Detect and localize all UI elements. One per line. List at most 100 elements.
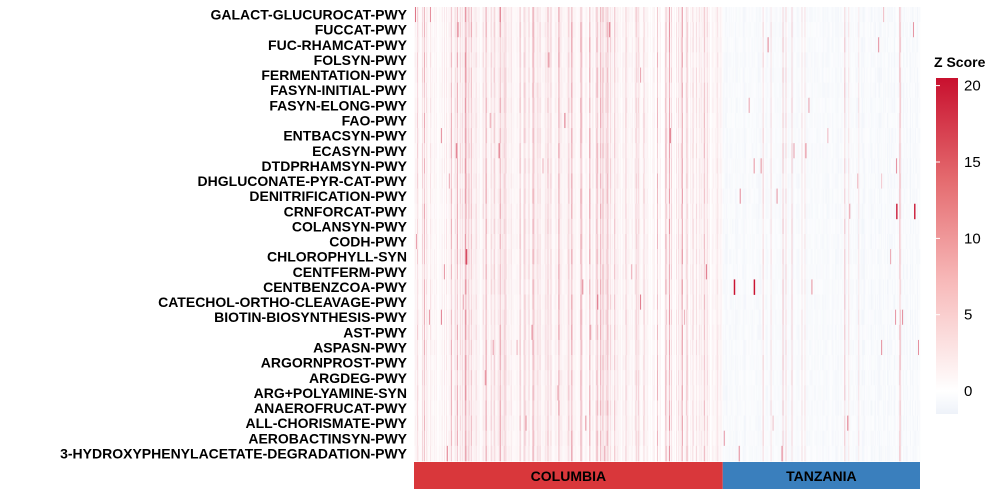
heatmap-cell	[881, 7, 883, 23]
heatmap-cell	[636, 7, 638, 23]
heatmap-cell	[423, 97, 426, 114]
heatmap-cell	[822, 7, 824, 23]
heatmap-cell	[573, 97, 575, 114]
heatmap-cell	[858, 22, 860, 38]
heatmap-cell	[753, 52, 756, 68]
heatmap-cell	[537, 52, 539, 68]
heatmap-cell	[544, 22, 546, 38]
heatmap-cell	[804, 128, 806, 144]
heatmap-cell	[832, 52, 834, 68]
heatmap-cell	[459, 128, 462, 144]
heatmap-cell	[743, 128, 746, 144]
heatmap-cell	[744, 22, 747, 38]
heatmap-cell	[735, 37, 738, 53]
heatmap-cell	[533, 128, 535, 144]
heatmap-cell	[918, 82, 920, 99]
heatmap-cell	[556, 37, 558, 53]
heatmap-cell	[655, 67, 657, 84]
heatmap-cell	[652, 143, 654, 159]
heatmap-cell	[852, 37, 854, 53]
heatmap-cell	[488, 82, 491, 99]
heatmap-cell	[452, 22, 455, 38]
heatmap-cell	[590, 128, 592, 144]
heatmap-cell	[423, 52, 426, 68]
heatmap-cell	[619, 143, 621, 159]
heatmap-cell	[509, 112, 511, 129]
heatmap-cell	[653, 97, 655, 114]
heatmap-cell	[624, 143, 626, 159]
heatmap-cell	[789, 7, 791, 23]
heatmap-cell	[454, 7, 457, 23]
heatmap-cell	[673, 7, 676, 23]
heatmap-cell	[661, 52, 663, 68]
heatmap-cell	[580, 112, 582, 129]
heatmap-cell	[683, 143, 686, 159]
heatmap-cell	[828, 52, 830, 68]
heatmap-cell	[453, 37, 456, 53]
heatmap-cell	[712, 37, 715, 53]
heatmap-cell	[731, 128, 734, 144]
heatmap-cell	[508, 7, 510, 23]
heatmap-cell	[734, 22, 737, 38]
heatmap-cell	[618, 97, 620, 114]
heatmap-cell	[725, 128, 728, 144]
heatmap-cell	[707, 37, 710, 53]
heatmap-cell	[466, 22, 469, 38]
heatmap-cell	[825, 7, 827, 23]
heatmap-cell	[751, 7, 754, 23]
heatmap-cell	[609, 22, 611, 38]
heatmap-cell	[831, 112, 833, 129]
heatmap-cell	[759, 7, 761, 23]
heatmap-cell	[909, 128, 911, 144]
heatmap-cell	[620, 52, 622, 68]
heatmap-cell	[814, 97, 816, 114]
heatmap-cell	[775, 82, 777, 99]
heatmap-cell	[877, 97, 879, 114]
heatmap-cell	[711, 22, 714, 38]
heatmap-cell	[914, 52, 916, 68]
heatmap-cell	[754, 112, 756, 129]
heatmap-cell	[912, 128, 914, 144]
heatmap-cell	[692, 67, 695, 84]
heatmap-cell	[600, 82, 602, 99]
heatmap-cell	[884, 37, 886, 53]
heatmap-cell	[870, 128, 872, 144]
heatmap-cell	[727, 22, 730, 38]
heatmap-cell	[427, 67, 430, 84]
heatmap-cell	[908, 37, 910, 53]
heatmap-cell	[629, 143, 631, 159]
heatmap-cell	[913, 7, 915, 23]
heatmap-cell	[479, 82, 482, 99]
heatmap-cell	[506, 143, 508, 159]
heatmap-cell	[896, 37, 898, 53]
heatmap-cell	[660, 67, 662, 84]
heatmap-cell	[558, 143, 560, 159]
heatmap-cell	[774, 128, 776, 144]
heatmap-cell	[861, 7, 863, 23]
heatmap-cell	[456, 37, 459, 53]
heatmap-cell	[869, 97, 871, 114]
heatmap-cell	[645, 82, 647, 99]
heatmap-cell	[685, 52, 688, 68]
heatmap-cell	[863, 22, 865, 38]
heatmap-cell	[421, 97, 424, 114]
heatmap-cell	[614, 128, 616, 144]
heatmap-cell	[437, 52, 440, 68]
heatmap-cell	[567, 22, 569, 38]
heatmap-cell	[786, 37, 788, 53]
heatmap-cell	[764, 67, 766, 84]
heatmap-cell	[830, 128, 832, 144]
heatmap-cell	[747, 143, 750, 159]
heatmap-cell	[484, 52, 487, 68]
heatmap-cell	[919, 97, 921, 114]
heatmap-cell	[742, 7, 745, 23]
heatmap-cell	[756, 22, 758, 38]
heatmap-cell	[766, 128, 768, 144]
heatmap-cell	[615, 112, 617, 129]
heatmap-cell	[727, 37, 730, 53]
heatmap-cell	[736, 52, 739, 68]
heatmap-cell	[802, 128, 804, 144]
heatmap-cell	[630, 37, 632, 53]
heatmap-cell	[778, 67, 780, 84]
heatmap-cell	[499, 143, 502, 159]
